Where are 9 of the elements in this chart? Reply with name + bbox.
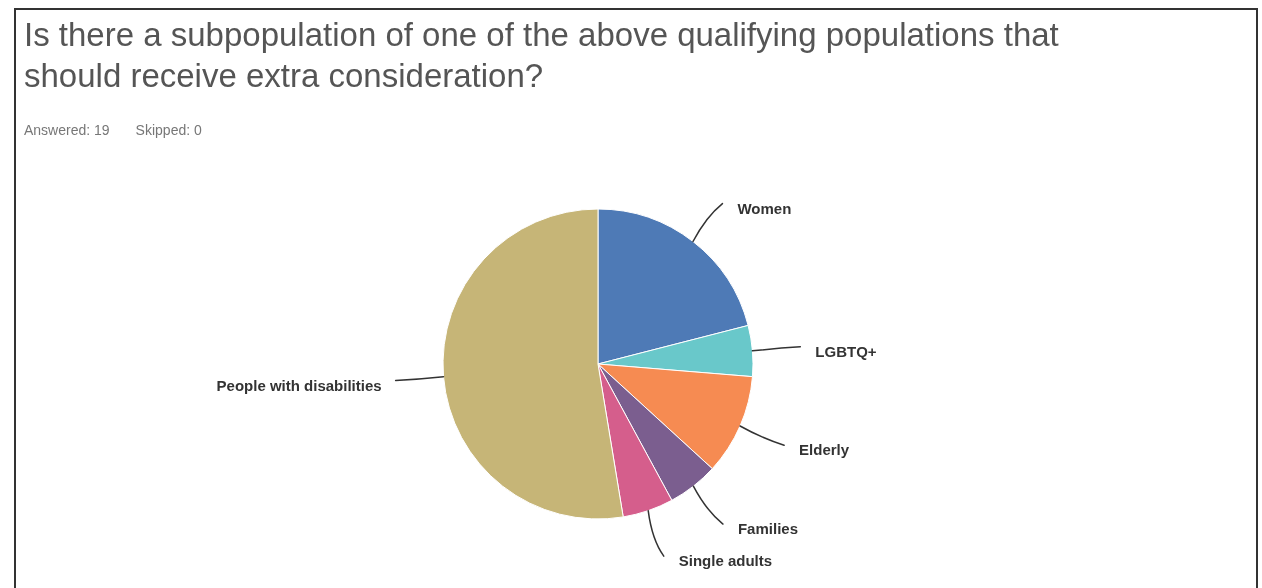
text: Skipped: 0 [135, 122, 202, 138]
chart-title: Is there a subpopulation of one of the above qualifying populations that should receive extra consideration? [24, 15, 1060, 96]
slice-label: People with disabilities [216, 376, 382, 394]
slice-label: Families [737, 520, 798, 538]
slice-label: Single adults [678, 552, 773, 570]
text: Answered: 19 [24, 122, 110, 138]
slice-label: LGBTQ+ [815, 342, 877, 360]
slice-label: Women [737, 199, 792, 217]
slice-label: Elderly [799, 441, 850, 459]
